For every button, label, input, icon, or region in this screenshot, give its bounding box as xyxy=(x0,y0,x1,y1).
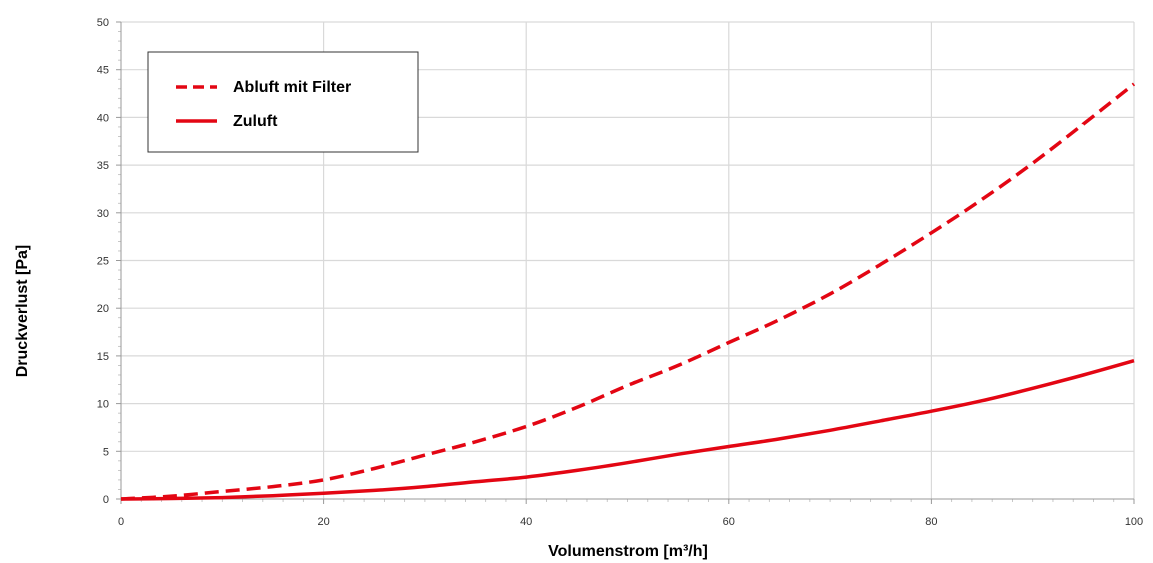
x-tick-label: 40 xyxy=(520,516,532,528)
y-tick-label: 0 xyxy=(103,494,109,506)
x-tick-label: 0 xyxy=(118,516,124,528)
tick-labels: 0 5 10 15 20 25 30 35 40 45 50 0 20 40 60 80 100 xyxy=(97,17,1143,528)
y-tick-label: 20 xyxy=(97,303,109,315)
y-axis-title: Druckverlust [Pa] xyxy=(14,245,31,378)
legend-label-abluft-mit-filter: Abluft mit Filter xyxy=(233,79,351,96)
y-tick-label: 30 xyxy=(97,208,109,220)
x-tick-label: 100 xyxy=(1125,516,1143,528)
y-tick-label: 50 xyxy=(97,17,109,29)
y-tick-label: 15 xyxy=(97,351,109,363)
series-line-abluft-mit-filter xyxy=(120,82,1136,501)
x-tick-label: 80 xyxy=(925,516,937,528)
x-tick-label: 20 xyxy=(317,516,329,528)
legend-label-zuluft: Zuluft xyxy=(233,113,278,130)
y-tick-label: 25 xyxy=(97,256,109,268)
y-tick-label: 35 xyxy=(97,160,109,172)
y-tick-label: 5 xyxy=(103,446,109,458)
axes xyxy=(116,21,1135,504)
x-axis-title: Volumenstrom [m³/h] xyxy=(548,543,708,560)
legend: Abluft mit Filter Zuluft xyxy=(147,51,419,153)
legend-box xyxy=(147,51,419,153)
x-tick-label: 60 xyxy=(723,516,735,528)
y-tick-label: 40 xyxy=(97,112,109,124)
series-line-zuluft xyxy=(120,359,1135,501)
y-tick-label: 45 xyxy=(97,65,109,77)
y-tick-label: 10 xyxy=(97,399,109,411)
series-lines xyxy=(120,82,1136,501)
